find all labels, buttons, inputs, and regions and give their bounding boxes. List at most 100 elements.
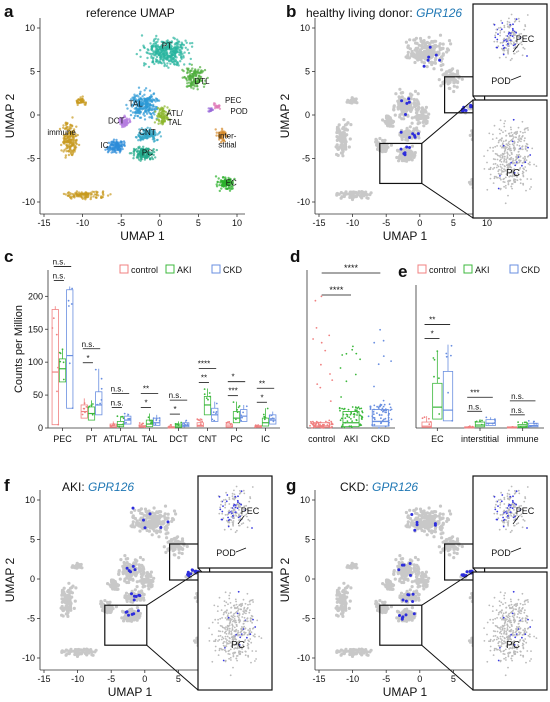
- data-point: [122, 417, 125, 420]
- inset-point: [523, 159, 526, 161]
- umap-background-point: [429, 54, 433, 58]
- umap-point-tal: [137, 102, 140, 106]
- umap-point-ic: [104, 148, 107, 151]
- y-axis-label: UMAP 2: [3, 557, 17, 602]
- significance-label: ****: [198, 360, 210, 369]
- umap-background-point: [141, 577, 145, 581]
- x-axis-label: UMAP 1: [108, 685, 153, 699]
- umap-point-cnt: [138, 128, 141, 131]
- data-point: [215, 412, 217, 415]
- inset-point: [519, 178, 522, 181]
- inset-point: [513, 162, 516, 164]
- inset-point: [493, 23, 496, 26]
- data-point: [257, 424, 259, 427]
- data-point: [379, 403, 382, 406]
- umap-point-cnt: [159, 135, 163, 138]
- umap-point-pt: [179, 45, 182, 49]
- x-tick-label: -5: [382, 218, 390, 228]
- umap-background-point: [419, 116, 423, 121]
- inset-point: [497, 165, 500, 168]
- umap-background-point: [168, 539, 172, 543]
- inset-point: [500, 161, 503, 163]
- umap-background-point: [69, 608, 73, 612]
- legend-key-aki: [165, 264, 175, 274]
- umap-point-pt: [171, 58, 174, 62]
- umap-background-point: [148, 522, 152, 526]
- inset-point: [524, 147, 527, 150]
- umap-background-point: [120, 609, 125, 613]
- umap-point-tal: [133, 96, 136, 99]
- x-tick-label: immune: [507, 434, 539, 444]
- umap-background-point: [124, 591, 129, 595]
- inset-point: [501, 41, 504, 44]
- umap-point-pt: [163, 52, 166, 55]
- inset-point: [499, 138, 502, 141]
- inset-point: [486, 161, 488, 164]
- data-point: [329, 373, 331, 375]
- umap-background-point: [421, 40, 425, 44]
- data-point: [83, 402, 86, 404]
- umap-point-cnt: [149, 127, 152, 130]
- inset-point: [516, 34, 518, 37]
- y-tick-label: -5: [302, 154, 310, 164]
- umap-background-point: [159, 510, 163, 514]
- umap-background-point: [416, 113, 420, 117]
- inset-point: [508, 25, 511, 27]
- data-point: [61, 348, 64, 351]
- umap-background-point: [148, 526, 152, 530]
- umap-background-point: [125, 580, 129, 585]
- gene-name-b: GPR126: [416, 6, 463, 20]
- data-point: [491, 422, 494, 425]
- umap-point-immune: [69, 145, 73, 148]
- data-point: [354, 373, 357, 376]
- umap-background-point: [124, 557, 128, 561]
- inset-point: [501, 163, 504, 166]
- umap-point-cnt: [152, 140, 156, 143]
- inset-point: [486, 188, 489, 191]
- inset-point: [493, 177, 496, 180]
- data-point: [373, 418, 376, 421]
- inset-point: [503, 177, 506, 180]
- umap-point-atltal: [155, 118, 158, 122]
- umap-background-point: [335, 193, 339, 197]
- gpr126-expressing-cell: [426, 58, 430, 62]
- umap-point-tal: [133, 114, 137, 118]
- umap-point-atltal: [163, 105, 166, 108]
- data-point: [230, 422, 232, 425]
- umap-point-ec: [215, 185, 219, 188]
- inset-point: [505, 173, 508, 176]
- umap-point-ec: [229, 185, 233, 188]
- umap-background-point: [123, 594, 127, 598]
- umap-point-tal: [143, 105, 146, 109]
- inset-point: [518, 161, 521, 164]
- inset-point: [508, 172, 511, 174]
- umap-background-point: [379, 149, 383, 153]
- umap-background-point: [120, 616, 124, 620]
- data-point: [527, 420, 530, 422]
- umap-point-immune: [64, 156, 67, 159]
- legend-key-ckd: [211, 264, 221, 274]
- data-point: [123, 412, 126, 415]
- umap-point-cnt: [139, 135, 142, 139]
- umap-point-interstitial: [214, 128, 217, 131]
- legend-label-ckd: CKD: [223, 265, 243, 275]
- umap-background-point: [145, 516, 149, 520]
- umap-point-immune: [83, 192, 86, 195]
- inset-point: [493, 175, 496, 178]
- inset-point: [509, 40, 512, 43]
- umap-background-point: [420, 51, 424, 56]
- data-point: [241, 416, 244, 419]
- data-point: [330, 426, 332, 429]
- umap-point-pt: [167, 66, 170, 69]
- data-point: [315, 327, 318, 329]
- box-aki: [432, 382, 443, 420]
- umap-background-point: [388, 119, 392, 123]
- umap-point-tal: [149, 113, 153, 116]
- umap-point-dtl: [195, 82, 198, 85]
- umap-point-dtl: [182, 69, 185, 73]
- data-point: [185, 419, 188, 422]
- umap-point-pt: [177, 51, 181, 54]
- umap-background-point: [138, 614, 142, 618]
- inset-point: [504, 169, 507, 172]
- significance-label: n.s.: [468, 402, 481, 411]
